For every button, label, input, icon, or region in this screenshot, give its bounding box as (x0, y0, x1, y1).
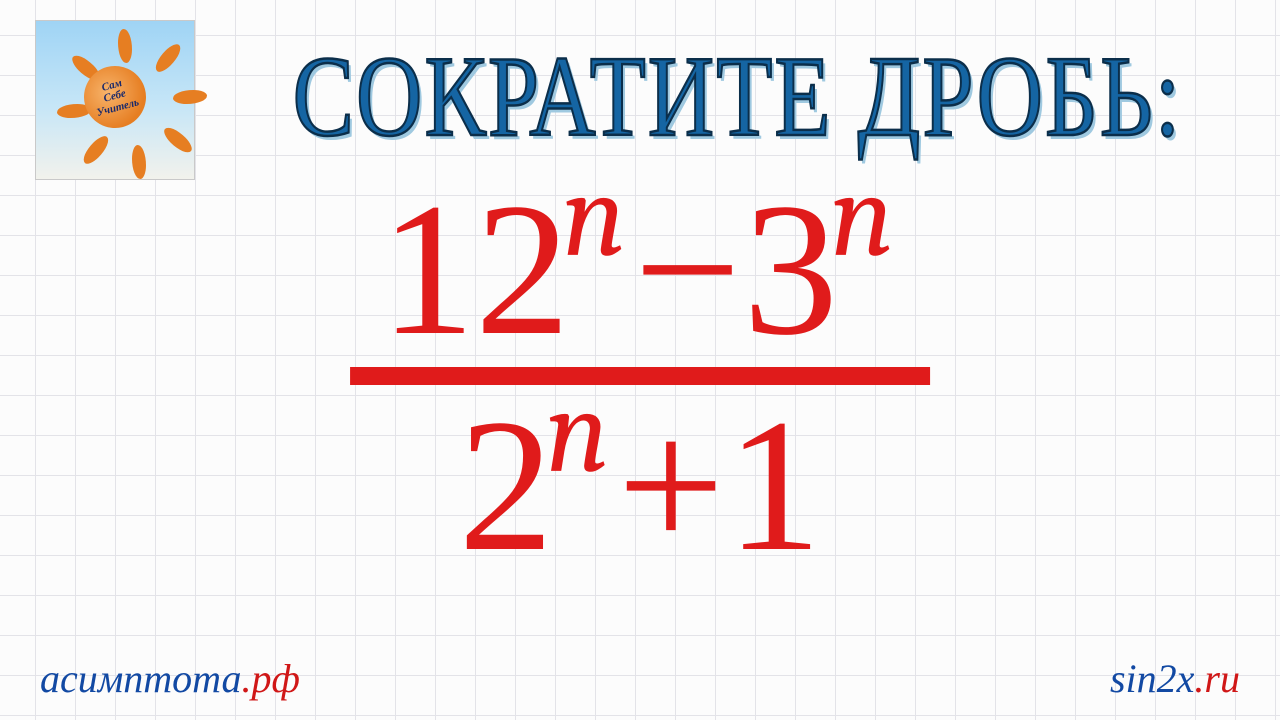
footer-right-name: sin2x (1110, 656, 1194, 701)
den-term1-base: 2 (459, 391, 554, 581)
footer-left-dot: . (242, 656, 252, 701)
fraction-denominator: 2n+1 (350, 385, 930, 581)
footer-left-tld: рф (252, 656, 300, 701)
num-term1-base: 12 (380, 175, 570, 365)
den-term1-exp: n (546, 372, 610, 492)
logo-line3: Учитель (96, 97, 141, 119)
footer-right-dot: . (1194, 656, 1204, 701)
footer-link-left[interactable]: асимптота.рф (40, 655, 300, 702)
footer-link-right[interactable]: sin2x.ru (1110, 655, 1240, 702)
fraction-numerator: 12n−3n (350, 175, 930, 365)
num-term1-exp: n (562, 156, 626, 276)
sun-icon: Сам Себе Учитель (84, 66, 146, 128)
den-operator: + (615, 391, 726, 581)
num-term2-base: 3 (743, 175, 838, 365)
page-title: СОКРАТИТЕ ДРОБЬ: (215, 30, 1260, 163)
footer-left-name: асимптота (40, 656, 242, 701)
logo-badge: Сам Себе Учитель (35, 20, 195, 180)
num-operator: − (632, 175, 743, 365)
num-term2-exp: n (830, 156, 894, 276)
footer-right-tld: ru (1204, 656, 1240, 701)
math-fraction: 12n−3n 2n+1 (350, 175, 930, 581)
den-term2-base: 1 (727, 391, 822, 581)
